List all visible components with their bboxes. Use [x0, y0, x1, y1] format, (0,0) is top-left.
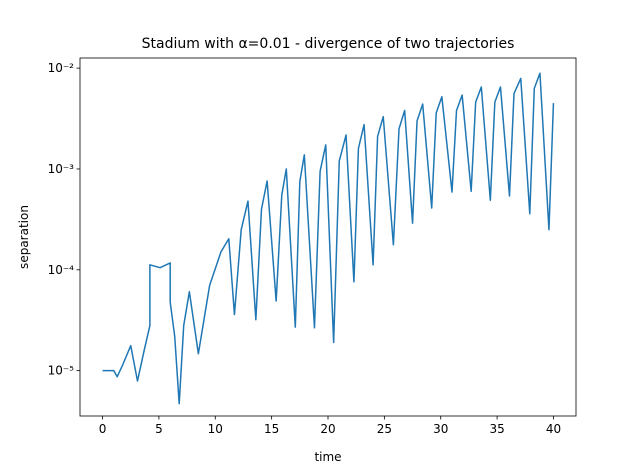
x-tick-label: 0 [99, 422, 107, 436]
x-tick-label: 5 [155, 422, 163, 436]
y-tick-label: 10⁻² [48, 61, 75, 75]
y-tick-label: 10⁻⁵ [48, 364, 75, 378]
x-tick-label: 30 [433, 422, 448, 436]
y-tick-label: 10⁻³ [48, 162, 75, 176]
x-tick-label: 40 [546, 422, 561, 436]
y-axis-label: separation [17, 205, 31, 269]
data-line [102, 72, 555, 405]
x-tick-label: 15 [264, 422, 279, 436]
x-axis-label: time [314, 450, 341, 464]
y-tick-label: 10⁻⁴ [48, 263, 75, 277]
x-tick-label: 20 [320, 422, 335, 436]
x-tick-label: 10 [208, 422, 223, 436]
chart-title: Stadium with α=0.01 - divergence of two … [142, 36, 515, 52]
x-tick-label: 35 [489, 422, 504, 436]
x-tick-label: 25 [377, 422, 392, 436]
